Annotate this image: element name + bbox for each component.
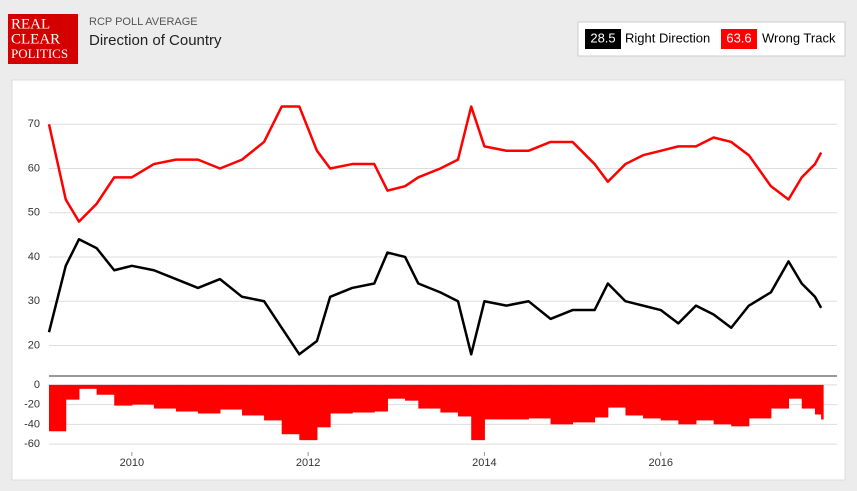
area-segment bbox=[242, 384, 265, 416]
y-tick-label: 20 bbox=[28, 339, 40, 351]
area-segment bbox=[594, 384, 609, 418]
legend bbox=[577, 21, 846, 57]
area-segment bbox=[506, 384, 529, 420]
area-segment bbox=[770, 384, 790, 409]
area-segment bbox=[713, 384, 732, 425]
area-segment bbox=[821, 384, 824, 420]
area-segment bbox=[660, 384, 679, 421]
y-tick-label: 40 bbox=[28, 251, 40, 263]
area-segment bbox=[528, 384, 552, 419]
data-line bbox=[47, 238, 823, 356]
logo bbox=[8, 14, 78, 64]
area-segment bbox=[197, 384, 221, 414]
area-segment bbox=[643, 384, 662, 419]
area-segment bbox=[801, 384, 816, 409]
area-segment bbox=[281, 384, 300, 435]
area-segment bbox=[352, 384, 375, 413]
area-segment bbox=[374, 384, 388, 412]
area-segment bbox=[731, 384, 750, 427]
area-segment bbox=[484, 384, 507, 420]
data-line bbox=[47, 105, 823, 223]
area-segment bbox=[625, 384, 644, 416]
area-segment bbox=[572, 384, 596, 423]
area-segment bbox=[96, 384, 115, 395]
area-segment bbox=[471, 384, 485, 441]
legend-swatch bbox=[721, 29, 757, 49]
y-tick-label: -20 bbox=[24, 399, 40, 411]
legend-label: Right Direction bbox=[625, 30, 710, 45]
area-segment bbox=[788, 384, 803, 399]
x-tick-label: 2014 bbox=[472, 457, 496, 469]
area-segment bbox=[607, 384, 626, 408]
legend-label: Wrong Track bbox=[762, 30, 836, 45]
area-segment bbox=[175, 384, 199, 412]
legend-swatch bbox=[585, 29, 621, 49]
area-segment bbox=[78, 384, 98, 389]
area-segment bbox=[131, 384, 155, 405]
area-segment bbox=[387, 384, 406, 399]
y-tick-label: -60 bbox=[24, 438, 40, 450]
area-segment bbox=[748, 384, 772, 419]
area-segment bbox=[153, 384, 177, 409]
x-tick-label: 2012 bbox=[296, 457, 320, 469]
x-tick-label: 2010 bbox=[120, 457, 144, 469]
area-segment bbox=[330, 384, 353, 414]
area-segment bbox=[316, 384, 331, 428]
logo-text: REAL bbox=[11, 16, 50, 32]
area-segment bbox=[405, 384, 419, 401]
y-tick-label: 70 bbox=[28, 118, 40, 130]
area-segment bbox=[550, 384, 574, 425]
y-tick-label: 0 bbox=[34, 379, 40, 391]
area-segment bbox=[264, 384, 283, 421]
area-segment bbox=[219, 384, 243, 410]
legend-value: 63.6 bbox=[726, 30, 751, 45]
y-tick-label: -40 bbox=[24, 418, 40, 430]
area-segment bbox=[440, 384, 459, 413]
legend-value: 28.5 bbox=[590, 30, 615, 45]
area-segment bbox=[695, 384, 715, 421]
area-segment bbox=[678, 384, 697, 425]
y-tick-label: 60 bbox=[28, 162, 40, 174]
y-tick-label: 50 bbox=[28, 207, 40, 219]
area-segment bbox=[299, 384, 318, 441]
chart-title: Direction of Country bbox=[89, 32, 222, 49]
area-segment bbox=[457, 384, 472, 417]
logo-text: POLITICS bbox=[11, 46, 68, 61]
area-segment bbox=[114, 384, 133, 406]
logo-text: CLEAR bbox=[11, 31, 60, 47]
y-tick-label: 30 bbox=[28, 295, 40, 307]
area-segment bbox=[65, 384, 80, 400]
kicker: RCP POLL AVERAGE bbox=[89, 16, 198, 28]
area-segment bbox=[814, 384, 822, 415]
x-tick-label: 2016 bbox=[648, 457, 672, 469]
area-segment bbox=[49, 384, 67, 432]
area-segment bbox=[418, 384, 441, 409]
